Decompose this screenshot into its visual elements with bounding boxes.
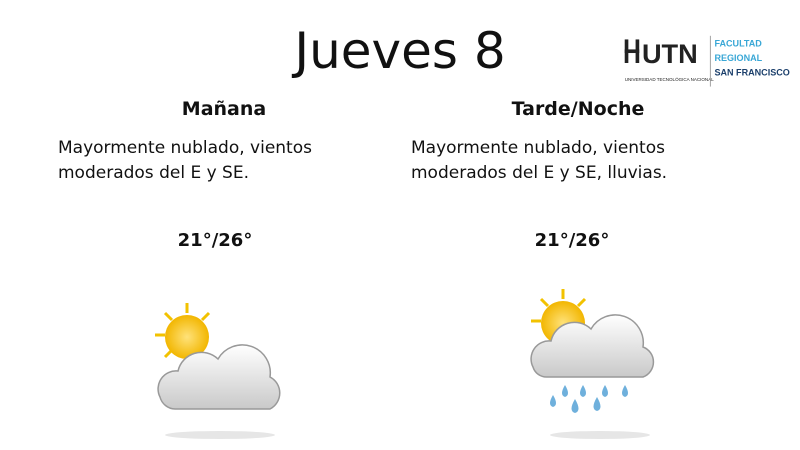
- morning-temperature: 21°/26°: [177, 230, 253, 251]
- page-title: Jueves 8: [294, 22, 506, 80]
- partly-cloudy-rain-icon: [530, 289, 655, 439]
- partly-cloudy-icon: [155, 303, 281, 439]
- utn-logo: UTN UNIVERSIDAD TECNOLÓGICA NACIONAL FAC…: [624, 35, 790, 87]
- evening-description: Mayormente nublado, vientos moderados de…: [411, 138, 668, 183]
- evening-heading: Tarde/Noche: [511, 98, 645, 120]
- logo-mark: UTN: [642, 38, 698, 69]
- logo-faculty-line: SAN FRANCISCO: [714, 68, 789, 78]
- logo-faculty-line: REGIONAL: [714, 53, 762, 63]
- morning-heading: Mañana: [181, 98, 267, 120]
- logo-subtitle: UNIVERSIDAD TECNOLÓGICA NACIONAL: [625, 76, 714, 82]
- evening-temperature: 21°/26°: [534, 230, 610, 251]
- raindrops-icon: [550, 385, 628, 413]
- logo-faculty-line: FACULTAD: [714, 39, 762, 49]
- morning-description: Mayormente nublado, vientos moderados de…: [58, 138, 312, 183]
